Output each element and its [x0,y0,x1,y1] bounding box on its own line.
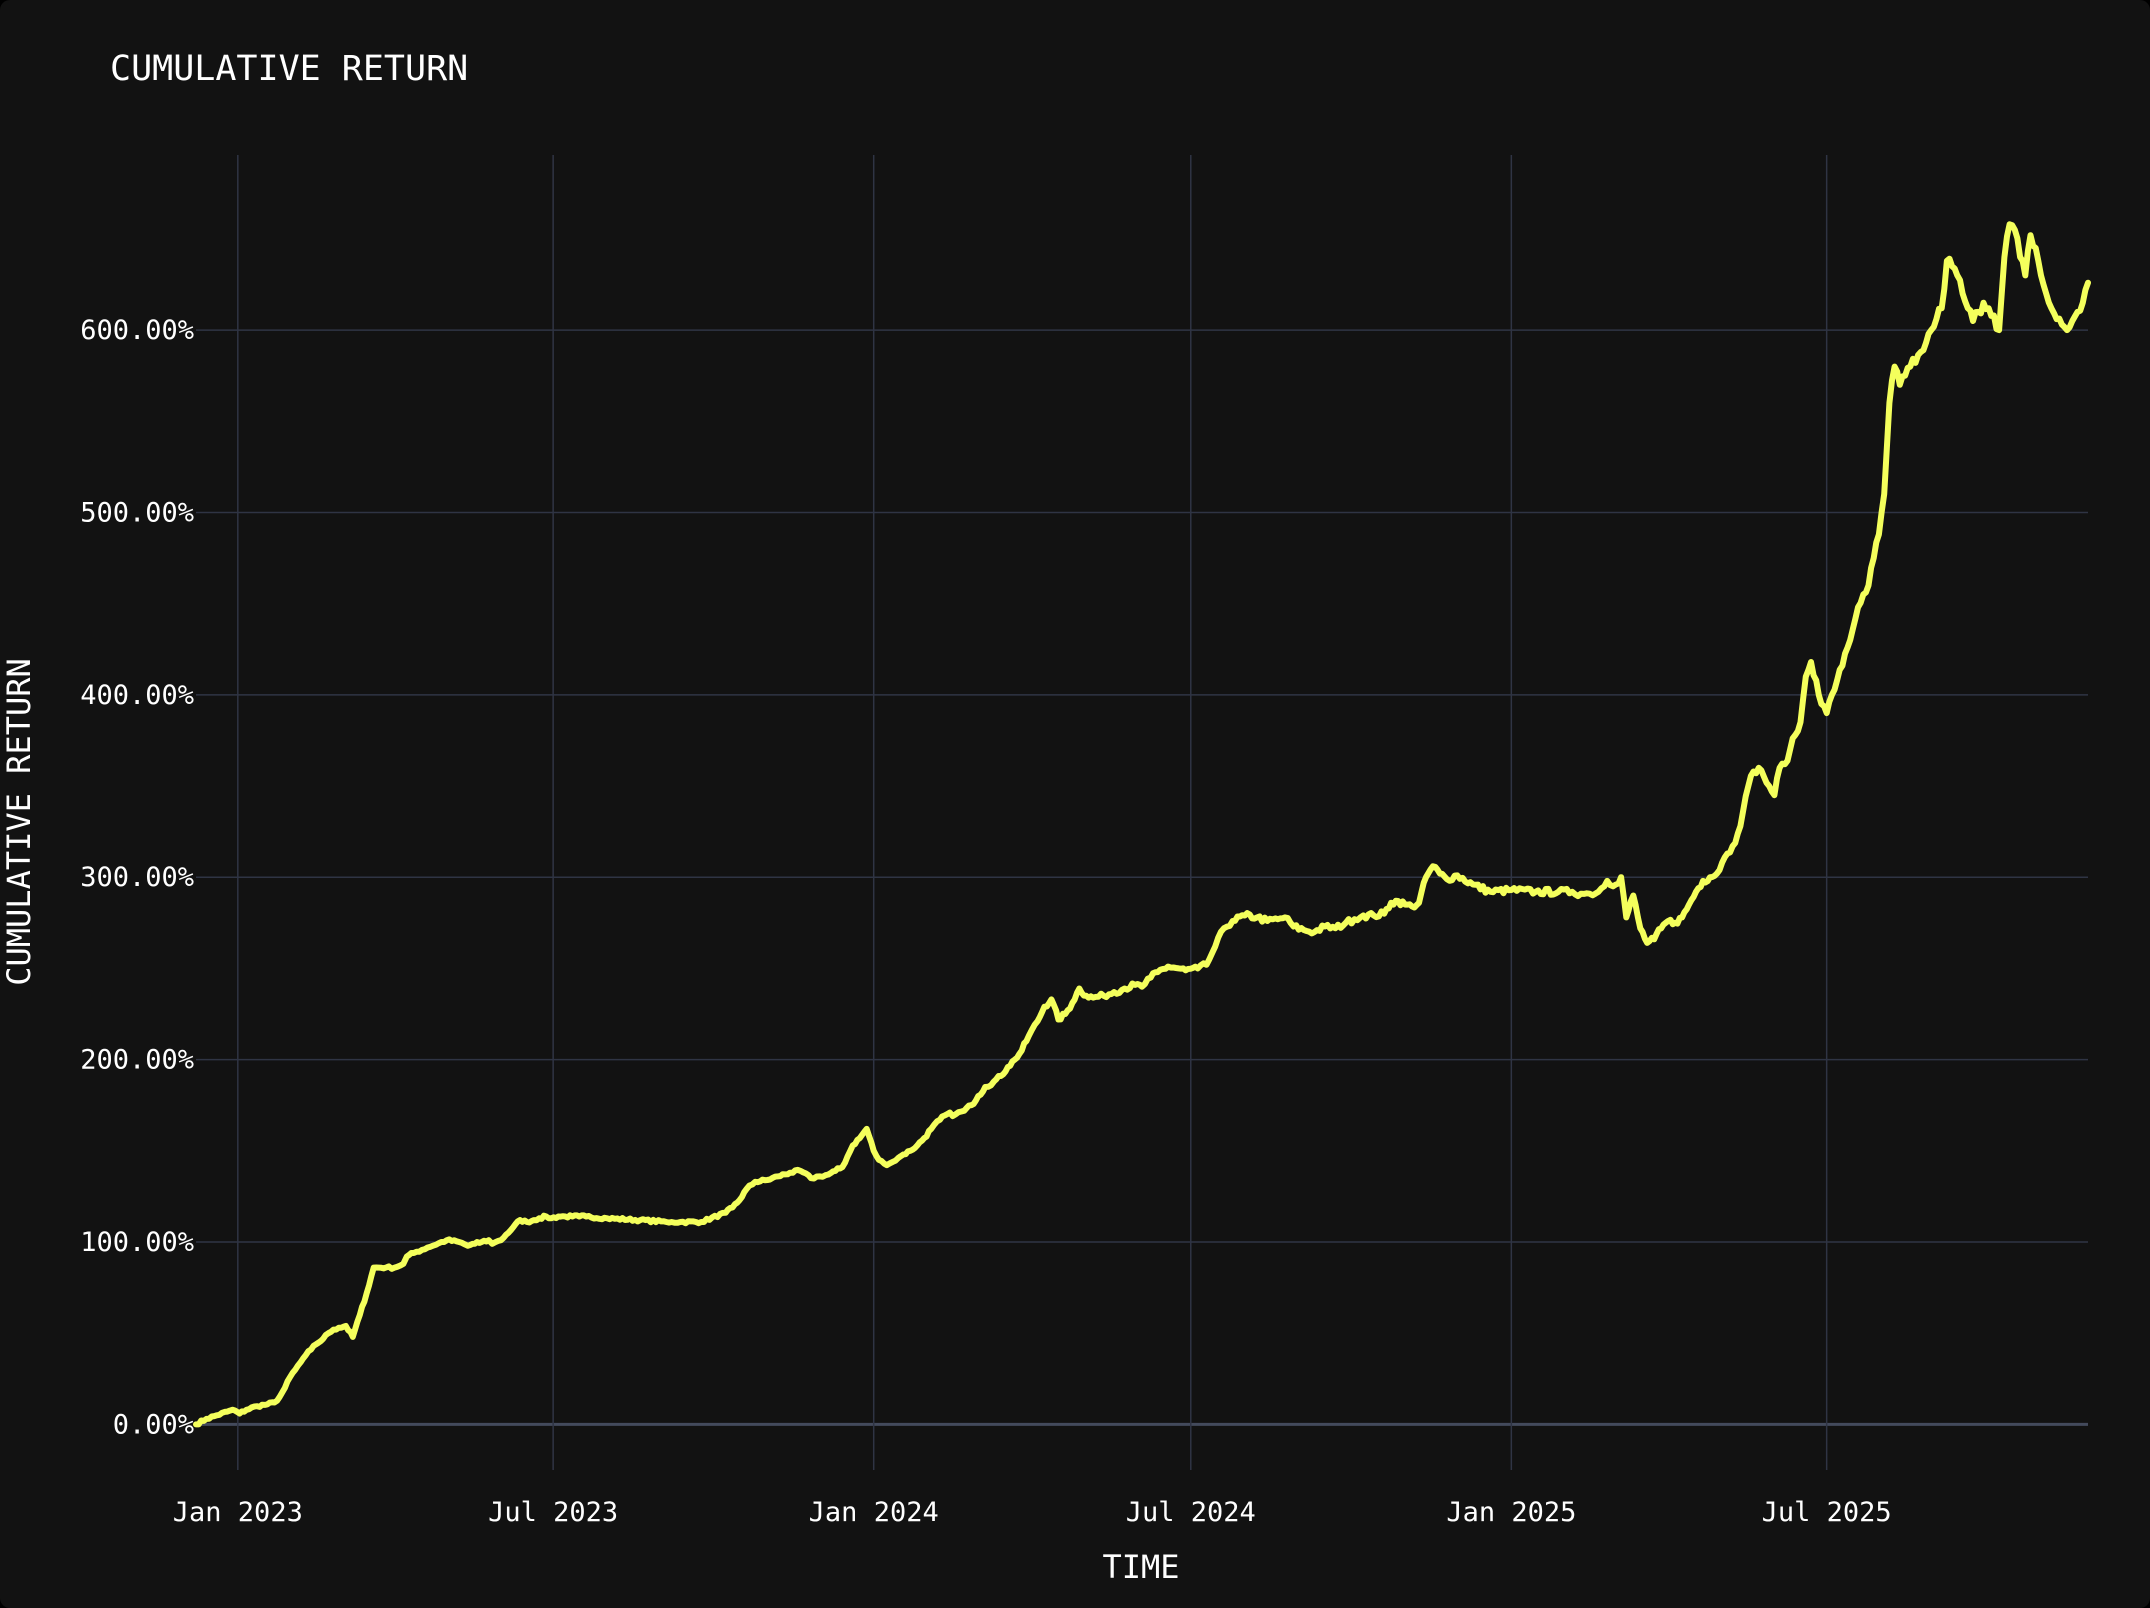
y-tick-label: 400.00% [80,680,194,711]
series-layer [193,221,2091,1428]
gridlines [196,155,2088,1470]
x-tick-label: Jul 2024 [1126,1497,1256,1528]
x-tick-label: Jan 2025 [1446,1497,1576,1528]
x-tick-label: Jan 2023 [173,1497,303,1528]
x-tick-label: Jul 2025 [1762,1497,1892,1528]
y-tick-label: 300.00% [80,862,194,893]
x-tick-label: Jan 2024 [809,1497,939,1528]
tick-labels: 0.00% 100.00% 200.00% 300.00% 400.00% 500.00%… [80,315,1891,1528]
x-axis-title: TIME [1102,1548,1179,1586]
y-axis-title: CUMULATIVE RETURN [0,658,38,986]
y-tick-label: 100.00% [80,1227,194,1258]
y-tick-label: 600.00% [80,315,194,346]
chart-title: CUMULATIVE RETURN [110,49,468,89]
y-tick-label: 200.00% [80,1045,194,1076]
cumulative-return-line [193,221,2091,1428]
x-tick-label: Jul 2023 [488,1497,618,1528]
y-tick-label: 0.00% [113,1409,194,1440]
y-tick-label: 500.00% [80,497,194,528]
